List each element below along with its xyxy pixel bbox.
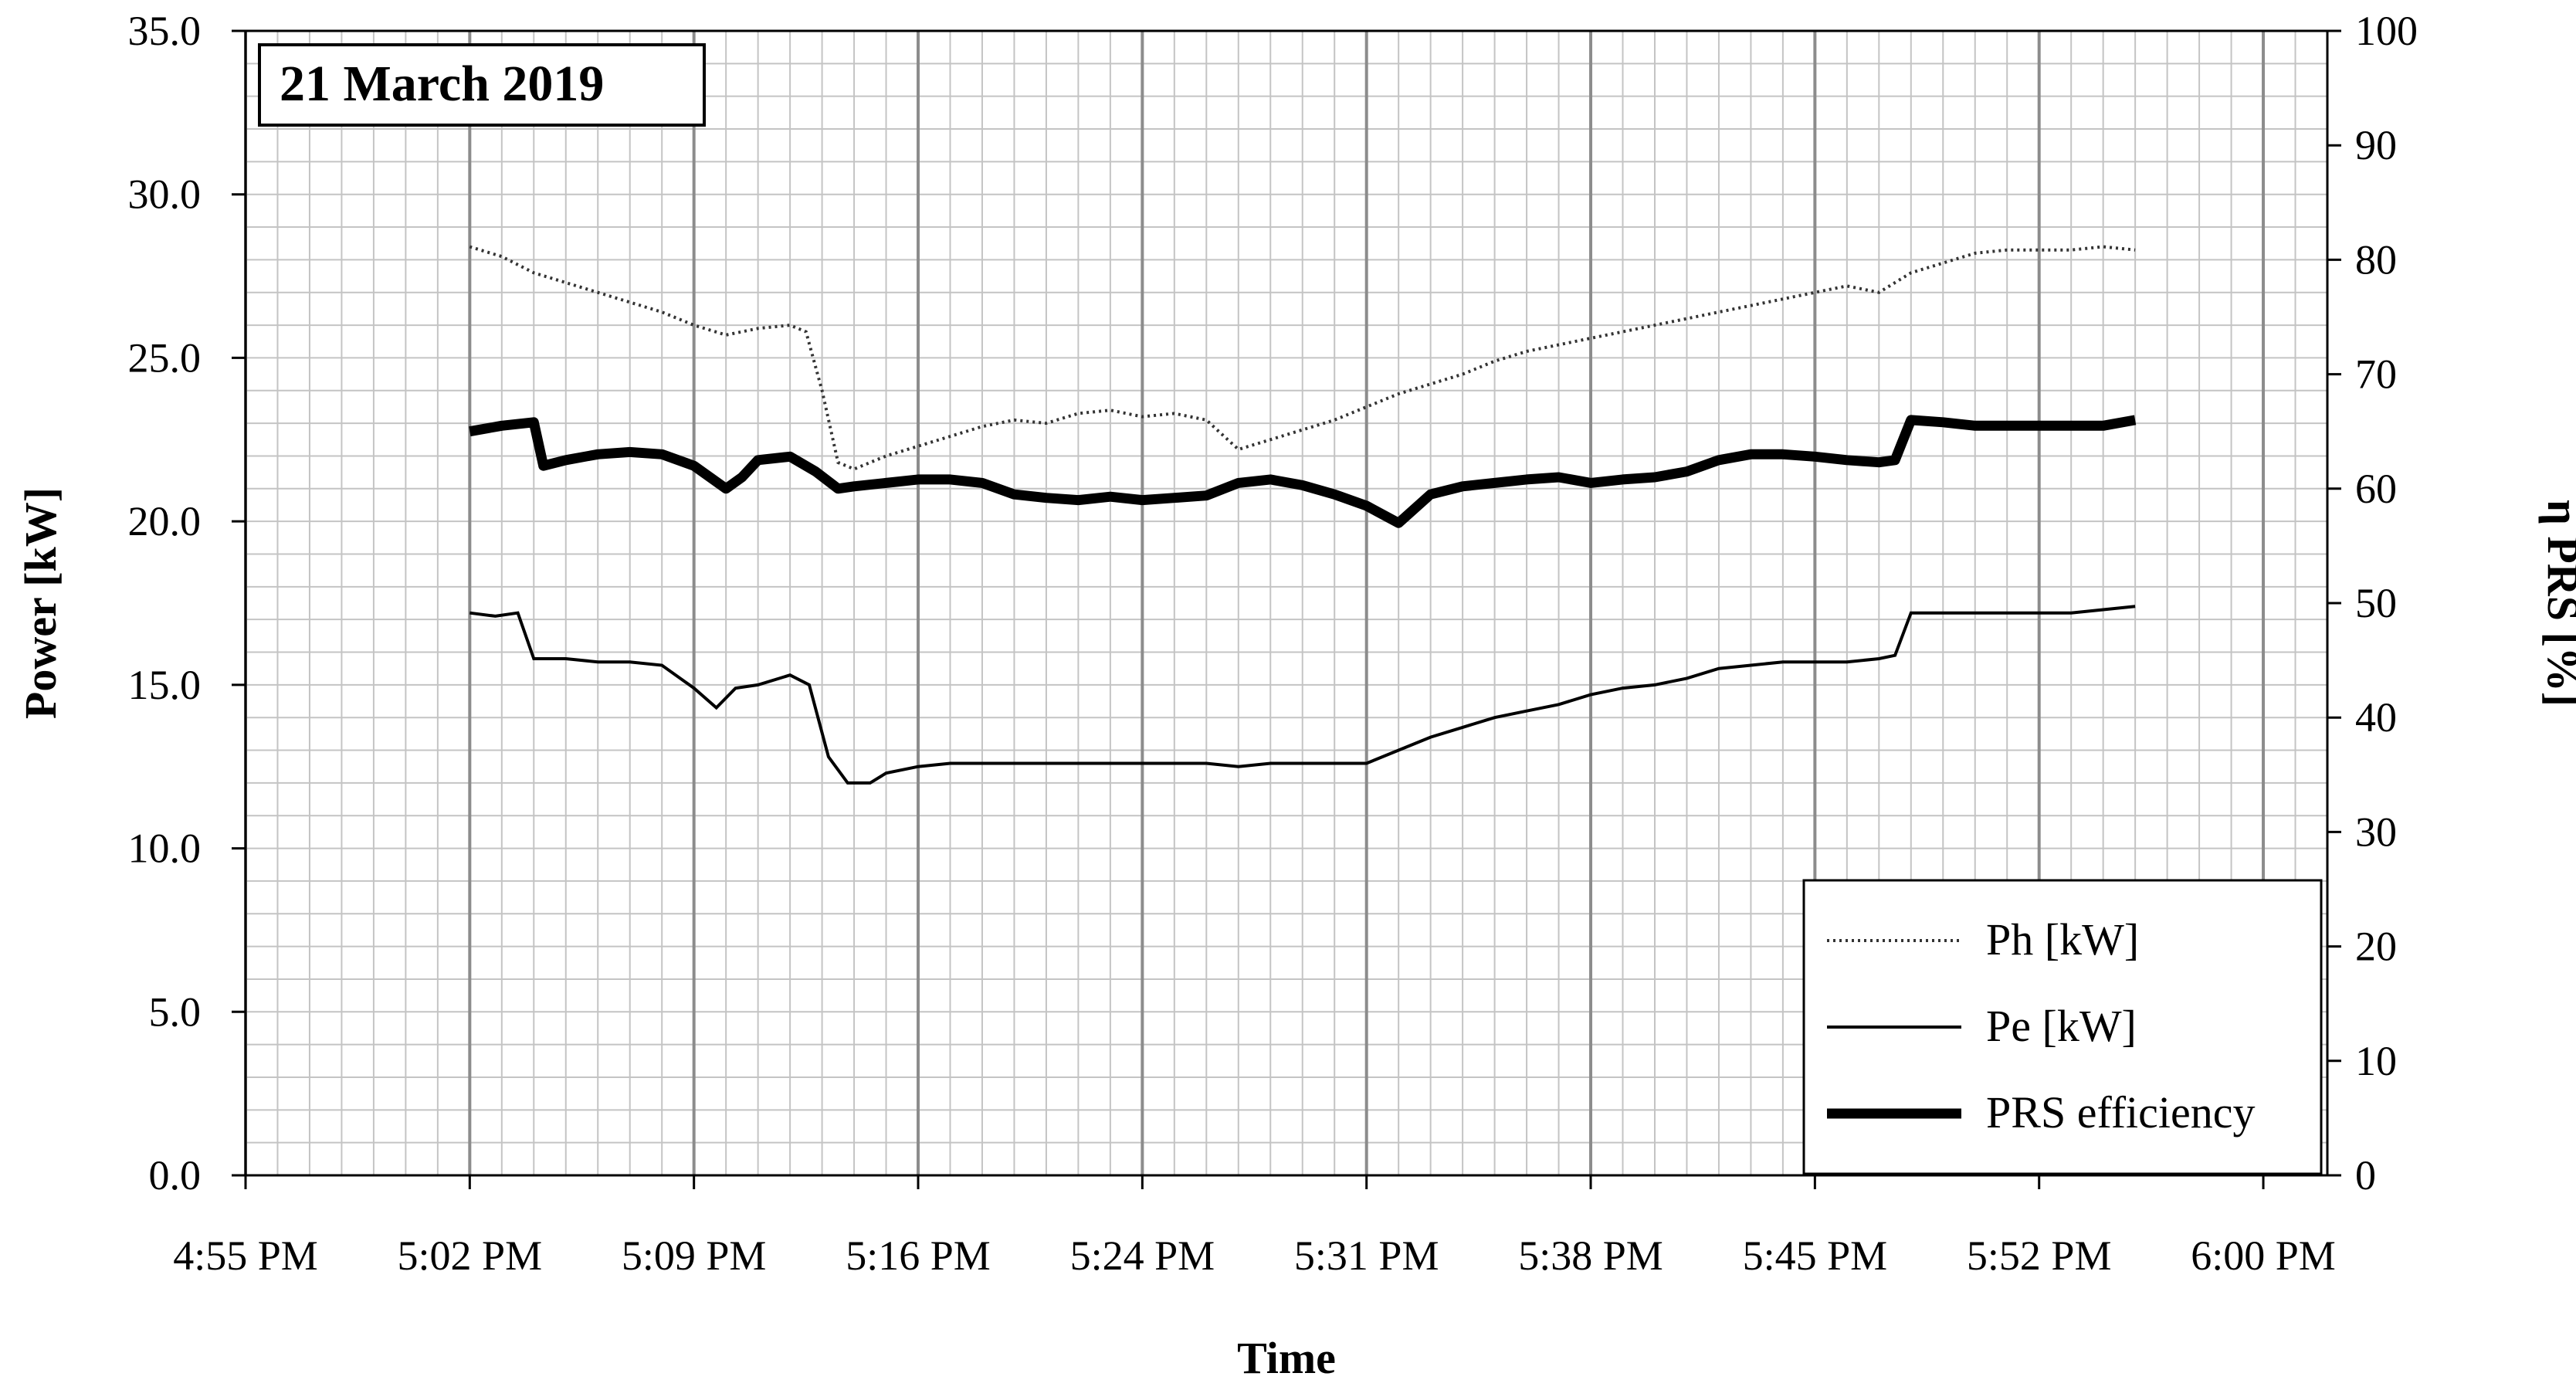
minor-gridlines (245, 30, 2328, 1176)
y2-tick-label: 100 (2355, 8, 2418, 54)
date-title-border (258, 43, 706, 127)
series-line-prs-efficiency (469, 415, 2137, 528)
y2-tick-label: 90 (2355, 122, 2397, 168)
y2-tick-label: 40 (2355, 694, 2397, 741)
x-tick-label: 6:00 PM (2191, 1232, 2336, 1279)
x-tick-label: 5:31 PM (1294, 1232, 1439, 1279)
x-tick-label: 5:16 PM (846, 1232, 991, 1279)
legend-label: Pe [kW] (1986, 1001, 2137, 1051)
legend-label: Ph [kW] (1986, 914, 2139, 965)
left-y-axis-ticks: 0.0 5.0 10.0 15.0 20.0 25.0 30.0 35.0 (128, 8, 246, 1198)
y2-tick-label: 70 (2355, 351, 2397, 398)
legend-label: PRS efficiency (1986, 1087, 2255, 1137)
x-tick-label: 5:09 PM (622, 1232, 767, 1279)
legend: Ph [kW] Pe [kW] PRS efficiency (1802, 879, 2323, 1175)
x-axis-title: Time (1237, 1333, 1336, 1383)
legend-items: Ph [kW] Pe [kW] PRS efficiency (1827, 914, 2255, 1137)
y2-tick-label: 20 (2355, 924, 2397, 970)
y-tick-label: 20.0 (128, 498, 202, 544)
x-axis-ticks: 4:55 PM 5:02 PM 5:09 PM 5:16 PM 5:24 PM 5:31 … (173, 1175, 2336, 1279)
y-tick-label: 25.0 (128, 334, 202, 381)
series-line-ph-kw (469, 245, 2136, 471)
x-tick-label: 5:02 PM (398, 1232, 543, 1279)
series-layer (469, 245, 2137, 785)
right-y-axis-ticks: 0 10 20 30 40 50 60 70 80 90 100 (2327, 8, 2418, 1198)
x-tick-label: 5:45 PM (1743, 1232, 1888, 1279)
y-tick-label: 15.0 (128, 662, 202, 708)
x-tick-label: 4:55 PM (173, 1232, 318, 1279)
y2-tick-label: 60 (2355, 466, 2397, 512)
x-tick-label: 5:24 PM (1070, 1232, 1215, 1279)
y2-tick-label: 50 (2355, 580, 2397, 626)
y-tick-label: 5.0 (149, 988, 202, 1035)
y2-tick-label: 0 (2355, 1152, 2376, 1198)
chart-title: 21 March 2019 (280, 56, 604, 112)
y-tick-label: 10.0 (128, 826, 202, 872)
y2-tick-label: 10 (2355, 1038, 2397, 1084)
date-title-box: 21 March 2019 (258, 43, 706, 127)
y-tick-label: 30.0 (128, 171, 202, 218)
y-tick-label: 0.0 (149, 1152, 202, 1198)
y2-tick-label: 30 (2355, 809, 2397, 855)
x-tick-label: 5:38 PM (1518, 1232, 1663, 1279)
y-axis-title: Power [kW] (15, 487, 66, 719)
y2-tick-label: 80 (2355, 236, 2397, 283)
y-tick-label: 35.0 (128, 8, 202, 54)
series-line-pe-kw (469, 605, 2136, 785)
x-tick-label: 5:52 PM (1967, 1232, 2112, 1279)
y2-axis-title: η PRS [%] (2538, 500, 2576, 707)
